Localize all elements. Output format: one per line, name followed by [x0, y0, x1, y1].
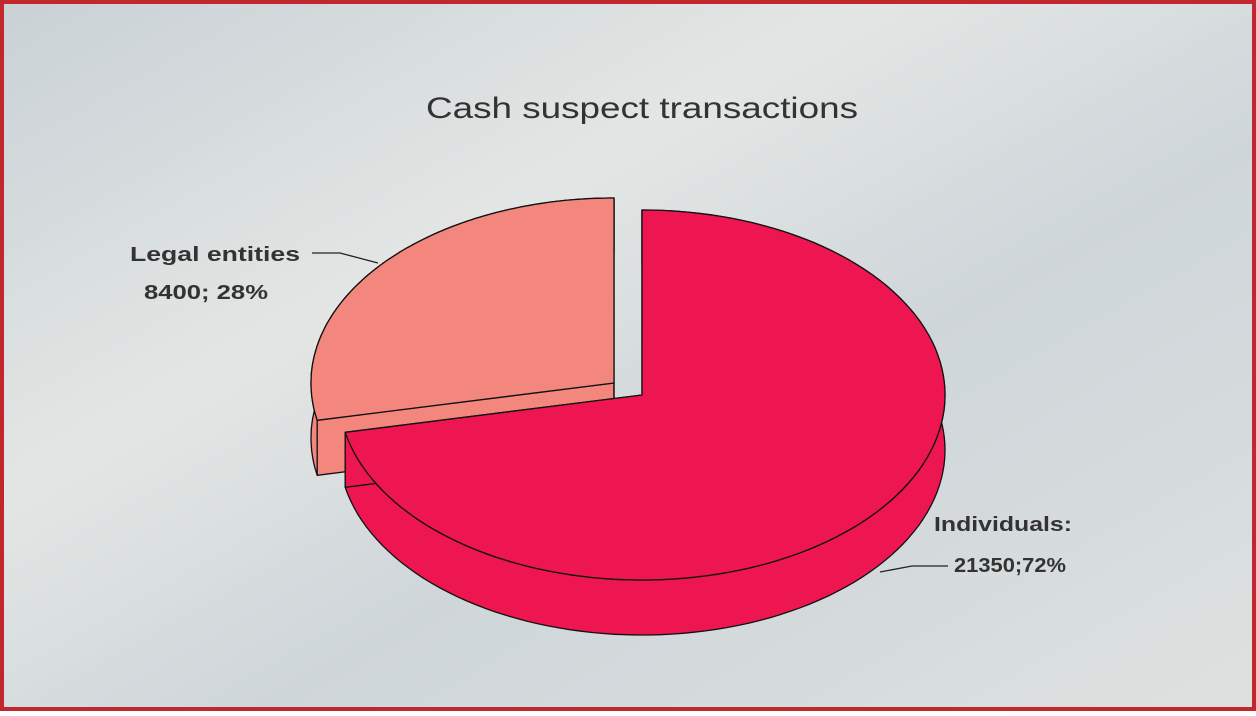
slice	[310, 197, 615, 421]
pie	[310, 197, 946, 636]
slice	[344, 209, 946, 581]
slice-label: Individuals:	[934, 514, 1072, 536]
slice-label: Legal entities	[130, 244, 300, 266]
value-label: 21350;72%	[954, 555, 1066, 577]
chart-title: Cash suspect transactions	[426, 92, 858, 125]
leader-line	[879, 565, 948, 573]
leader-line	[312, 252, 379, 264]
value-label: 8400; 28%	[144, 282, 268, 304]
